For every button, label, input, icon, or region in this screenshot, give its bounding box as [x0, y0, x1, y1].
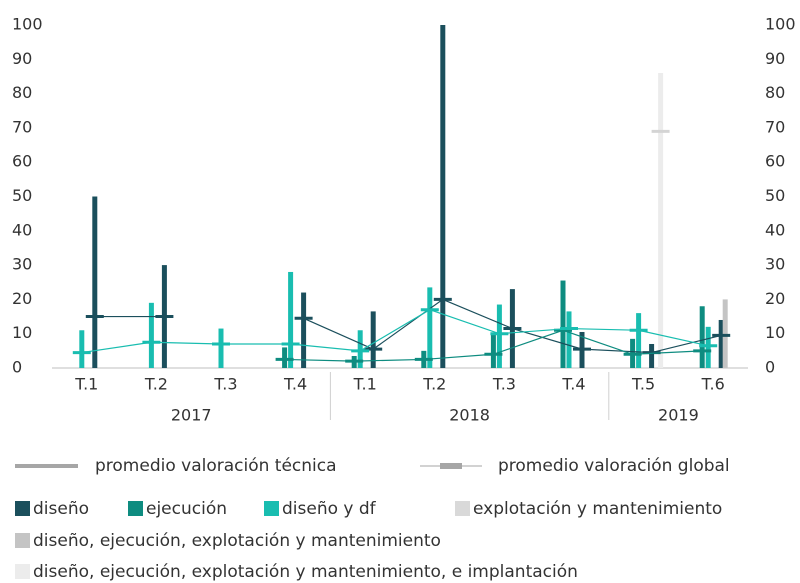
group-label: 2017 [171, 406, 212, 425]
group-label: 2018 [449, 406, 490, 425]
y-tick-label: 0 [12, 358, 22, 377]
bar [92, 196, 98, 368]
bar [722, 299, 728, 368]
x-tick-label: T.5 [631, 375, 655, 394]
legend-label: diseño y df [282, 499, 377, 519]
x-tick-label: T.3 [213, 375, 237, 394]
y2-tick-label: 20 [765, 289, 785, 308]
y-tick-label: 40 [12, 220, 32, 239]
bar [79, 330, 85, 368]
legend-marker [440, 463, 462, 469]
bar [699, 306, 705, 368]
bar [496, 304, 502, 368]
x-tick-label: T.6 [701, 375, 725, 394]
y-tick-label: 20 [12, 289, 32, 308]
bar [301, 292, 307, 368]
x-tick-label: T.1 [353, 375, 377, 394]
bar [427, 287, 433, 368]
x-tick-label: T.4 [561, 375, 585, 394]
bar [658, 73, 664, 369]
legend-label: ejecución [146, 499, 227, 519]
y-tick-label: 70 [12, 117, 32, 136]
legend-label: promedio valoración global [498, 456, 730, 476]
legend-swatch [264, 501, 279, 516]
y2-tick-label: 80 [765, 83, 785, 102]
y-tick-label: 50 [12, 186, 32, 205]
x-tick-label: T.1 [74, 375, 98, 394]
legend-label: diseño, ejecución, explotación y manteni… [33, 531, 441, 551]
legend-label: diseño [33, 499, 89, 519]
y2-tick-label: 60 [765, 152, 785, 171]
bar [148, 302, 154, 368]
legend-swatch [15, 501, 30, 516]
bar [357, 330, 363, 368]
legend-swatch [455, 501, 470, 516]
bar [636, 313, 642, 368]
x-tick-label: T.2 [422, 375, 446, 394]
x-tick-label: T.3 [492, 375, 516, 394]
y-tick-label: 90 [12, 49, 32, 68]
y-tick-label: 80 [12, 83, 32, 102]
legend-swatch [128, 501, 143, 516]
y-tick-label: 100 [12, 15, 43, 34]
y2-tick-label: 100 [765, 15, 796, 34]
bar [560, 280, 566, 368]
y2-tick-label: 0 [765, 358, 775, 377]
y2-tick-label: 30 [765, 255, 785, 274]
y-tick-label: 30 [12, 255, 32, 274]
legend-label: explotación y mantenimiento [473, 499, 722, 519]
legend-label: diseño, ejecución, explotación y manteni… [33, 562, 578, 582]
bar [288, 271, 294, 368]
x-tick-label: T.4 [283, 375, 307, 394]
bar [705, 326, 711, 368]
bar [490, 333, 496, 368]
average-line [81, 309, 709, 354]
bar [566, 311, 572, 368]
y2-tick-label: 90 [765, 49, 785, 68]
y2-tick-label: 10 [765, 323, 785, 342]
bar [718, 319, 724, 368]
legend-swatch [15, 533, 30, 548]
y2-tick-label: 50 [765, 186, 785, 205]
y-tick-label: 60 [12, 152, 32, 171]
bar [218, 328, 224, 368]
bar [440, 25, 446, 368]
legend-label: promedio valoración técnica [95, 456, 337, 476]
legend-swatch [15, 564, 30, 579]
x-tick-label: T.2 [144, 375, 168, 394]
y2-tick-label: 70 [765, 117, 785, 136]
bar [370, 311, 376, 368]
y2-tick-label: 40 [765, 220, 785, 239]
bar [282, 347, 288, 368]
bar [649, 343, 655, 368]
y-tick-label: 10 [12, 323, 32, 342]
group-label: 2019 [658, 406, 699, 425]
